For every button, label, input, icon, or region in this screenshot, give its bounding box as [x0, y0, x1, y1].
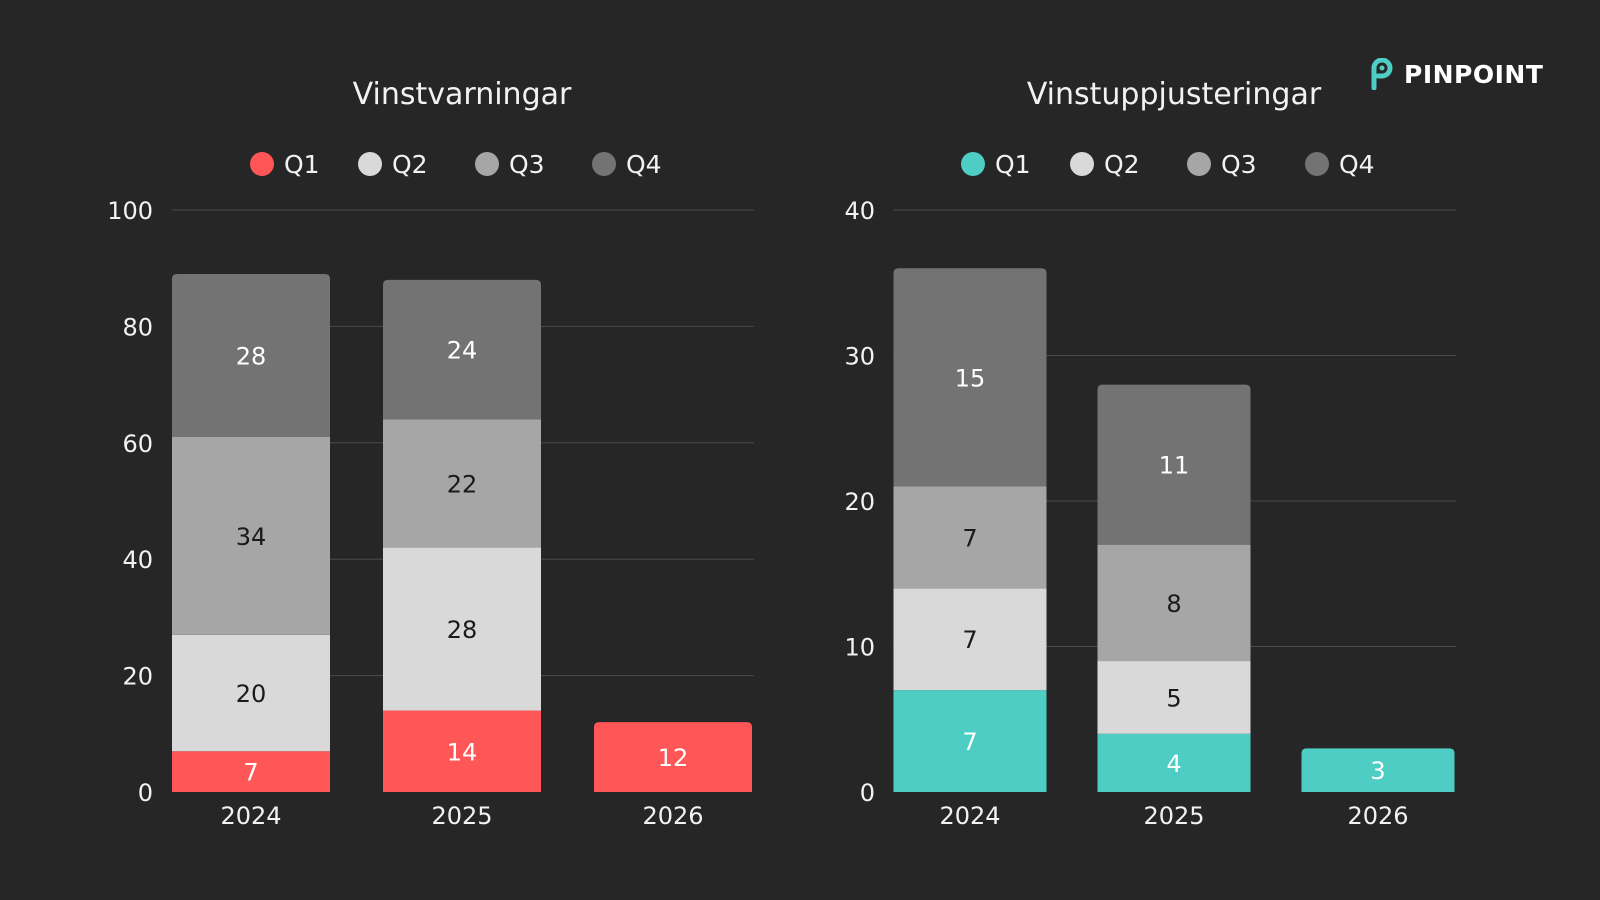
chart2-bar-2025-q1 — [1097, 733, 1251, 792]
chart1-ytick-label: 80 — [122, 313, 153, 341]
chart1-legend-marker-q4 — [592, 152, 616, 176]
chart1-bar-label-2025-q2: 28 — [447, 616, 478, 644]
chart1-legend-marker-q3 — [475, 152, 499, 176]
chart2-title: Vinstuppjusteringar — [1027, 77, 1322, 112]
chart1-title: Vinstvarningar — [353, 77, 572, 112]
chart1-xtick-label: 2024 — [220, 802, 281, 830]
chart2-bar-label-2025-q2: 5 — [1166, 684, 1181, 712]
chart2-ytick-label: 10 — [844, 634, 875, 662]
chart2-ytick-label: 0 — [860, 779, 875, 807]
chart1-bar-label-2024-q3: 34 — [236, 523, 267, 551]
chart1-bar-label-2024-q1: 7 — [243, 759, 258, 787]
pinpoint-p-icon — [1371, 58, 1393, 90]
chart1-bar-2025-q1 — [383, 710, 541, 792]
chart1-ytick-label: 0 — [138, 779, 153, 807]
chart1-bar-2024-q1 — [172, 751, 330, 792]
chart2-bar-label-2024-q1: 7 — [962, 728, 977, 756]
chart1-legend-marker-q2 — [358, 152, 382, 176]
chart2-ytick-label: 30 — [844, 343, 875, 371]
chart1-bar-2024-q3 — [172, 436, 330, 635]
chart2-bar-2024-q4 — [893, 268, 1047, 487]
chart2-ytick-label: 20 — [844, 488, 875, 516]
chart1-bar-2026-q1 — [594, 722, 752, 792]
chart2-legend-label-q1: Q1 — [995, 150, 1031, 179]
chart2-bar-2026-q1 — [1301, 748, 1455, 792]
chart2-bar-label-2025-q3: 8 — [1166, 590, 1181, 618]
chart2-bar-2025-q3 — [1097, 544, 1251, 662]
chart2-bar-2024-q3 — [893, 486, 1047, 589]
chart1-bar-label-2025-q4: 24 — [447, 337, 478, 365]
chart1-ytick-label: 100 — [107, 197, 153, 225]
chart1-bar-2024-q2 — [172, 634, 330, 752]
chart2-legend-label-q3: Q3 — [1221, 150, 1257, 179]
chart2-legend-marker-q4 — [1305, 152, 1329, 176]
chart1-ytick-label: 20 — [122, 663, 153, 691]
chart2-bar-label-2024-q4: 15 — [955, 364, 986, 392]
chart1-bar-label-2025-q3: 22 — [447, 471, 478, 499]
chart2-bar-2024-q2 — [893, 588, 1047, 691]
chart1-bar-2025-q3 — [383, 419, 541, 548]
chart2-bar-2025-q2 — [1097, 661, 1251, 734]
chart1-legend-label-q3: Q3 — [509, 150, 545, 179]
chart1-ytick-label: 40 — [122, 546, 153, 574]
chart2-legend-label-q2: Q2 — [1104, 150, 1140, 179]
chart2-xtick-label: 2024 — [939, 802, 1000, 830]
brand-name: PINPOINT — [1404, 59, 1544, 89]
chart2-legend-marker-q2 — [1070, 152, 1094, 176]
chart1-bar-label-2025-q1: 14 — [447, 738, 478, 766]
chart2-legend-marker-q1 — [961, 152, 985, 176]
brand-logo: PINPOINT — [1368, 58, 1543, 90]
chart1-xtick-label: 2025 — [431, 802, 492, 830]
chart1-legend-marker-q1 — [250, 152, 274, 176]
chart2-bar-2025-q4 — [1097, 384, 1251, 545]
chart2-bar-label-2025-q1: 4 — [1166, 750, 1181, 778]
chart1-bar-label-2024-q2: 20 — [236, 680, 267, 708]
chart2-bar-label-2026-q1: 3 — [1370, 757, 1385, 785]
chart2-ytick-label: 40 — [844, 197, 875, 225]
chart1-bar-label-2026-q1: 12 — [658, 744, 689, 772]
chart2-bar-label-2024-q3: 7 — [962, 524, 977, 552]
chart1-xtick-label: 2026 — [642, 802, 703, 830]
chart2-xtick-label: 2025 — [1143, 802, 1204, 830]
chart2-legend-marker-q3 — [1187, 152, 1211, 176]
chart1-legend-label-q4: Q4 — [626, 150, 662, 179]
chart1-legend-label-q2: Q2 — [392, 150, 428, 179]
chart2-bar-2024-q1 — [893, 690, 1047, 792]
chart1-bar-label-2024-q4: 28 — [236, 343, 267, 371]
chart2-bar-label-2024-q2: 7 — [962, 626, 977, 654]
chart2-legend-label-q4: Q4 — [1339, 150, 1375, 179]
chart1-bar-2025-q2 — [383, 547, 541, 711]
chart2-xtick-label: 2026 — [1347, 802, 1408, 830]
chart1-legend-label-q1: Q1 — [284, 150, 320, 179]
chart2-bar-label-2025-q4: 11 — [1159, 452, 1190, 480]
chart1-bar-2024-q4 — [172, 274, 330, 437]
chart1-ytick-label: 60 — [122, 430, 153, 458]
chart1-bar-2025-q4 — [383, 279, 541, 420]
